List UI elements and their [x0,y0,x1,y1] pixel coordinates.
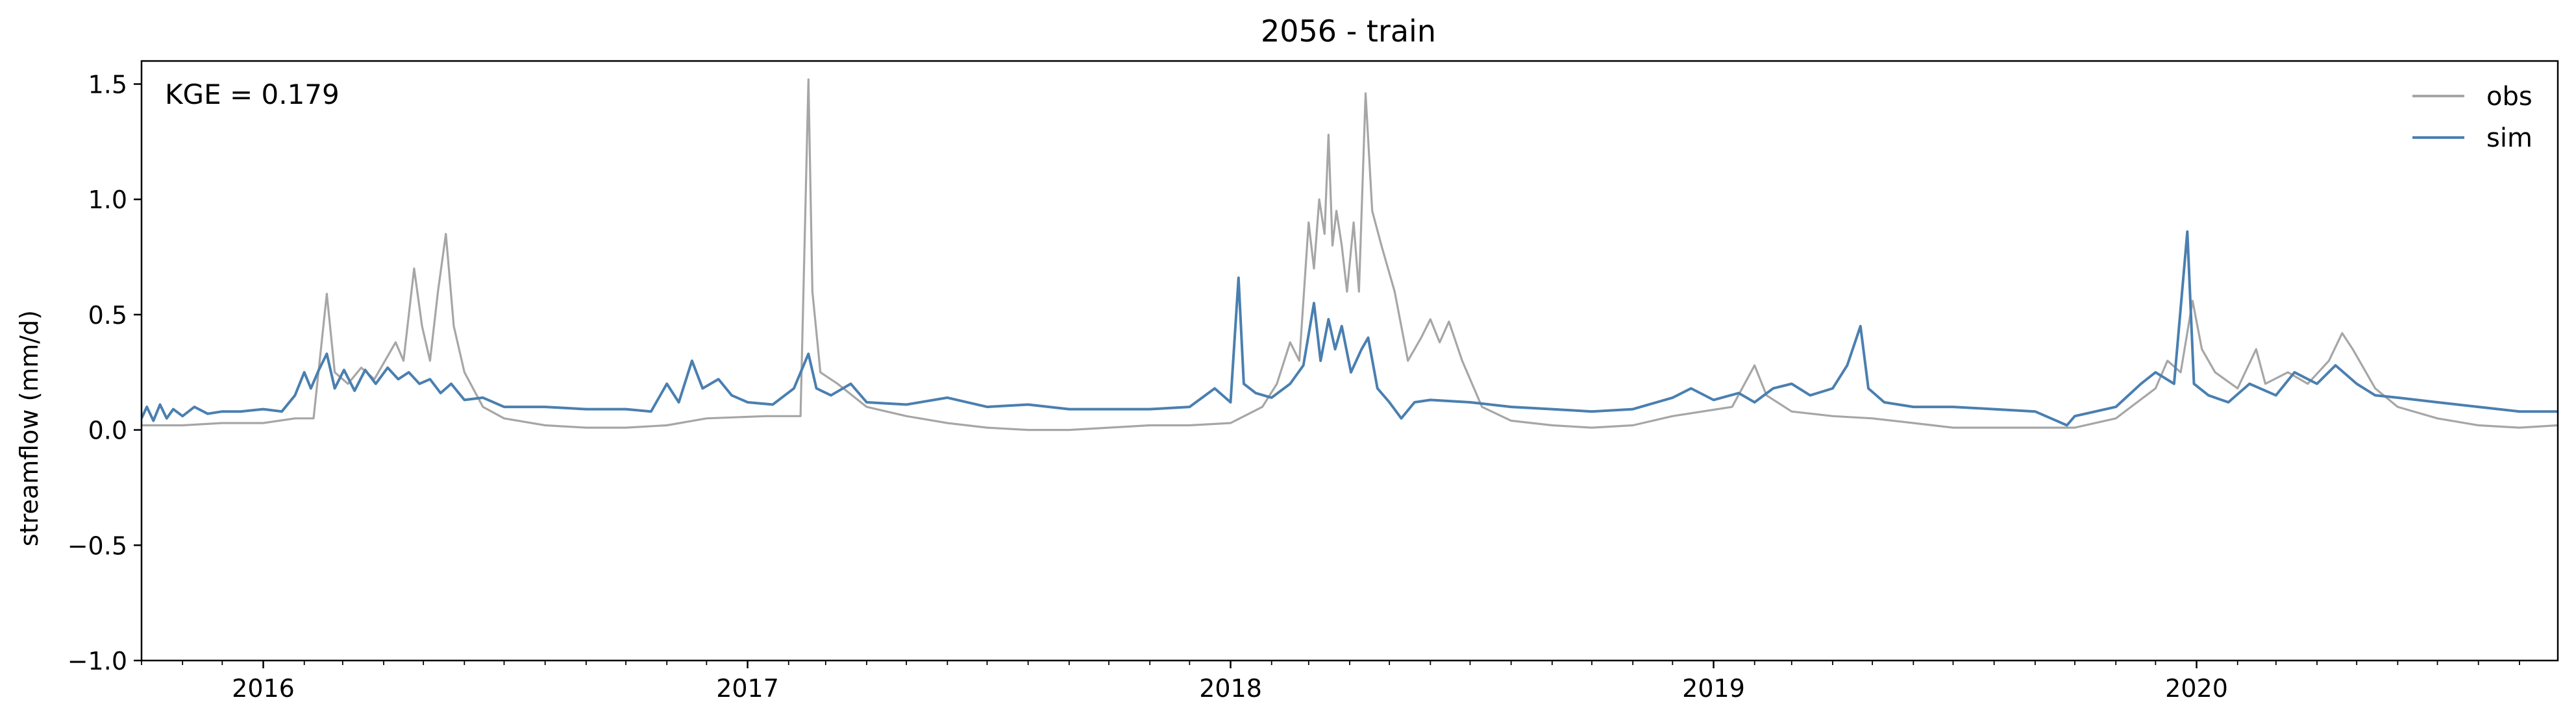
kge-annotation: KGE = 0.179 [165,79,340,110]
x-tick-label: 2018 [1199,674,1262,703]
y-tick-label: −1.0 [68,647,127,675]
x-tick-label: 2017 [716,674,779,703]
chart-title: 2056 - train [1261,14,1436,49]
series-layer [142,78,2558,431]
y-axis-label: streamflow (mm/d) [15,310,43,546]
y-tick-label: 1.5 [88,71,127,99]
series-line-obs [142,78,2558,431]
axes-layer: −1.0 −0.5 0.0 0.5 1.0 1.5 2016 2017 2018 2019 2020 [68,60,2559,703]
y-tick-label: 1.0 [88,186,127,214]
y-tick-label: 0.5 [88,301,127,330]
y-tick-label: −0.5 [68,531,127,560]
x-tick-label: 2020 [2165,674,2228,703]
x-tick-label: 2019 [1682,674,1745,703]
legend: obs sim [2412,82,2533,153]
y-tick-label: 0.0 [88,417,127,445]
legend-obs-label: obs [2486,82,2533,112]
legend-sim-label: sim [2486,123,2533,153]
series-line-sim [142,230,2558,427]
x-tick-label: 2016 [232,674,295,703]
